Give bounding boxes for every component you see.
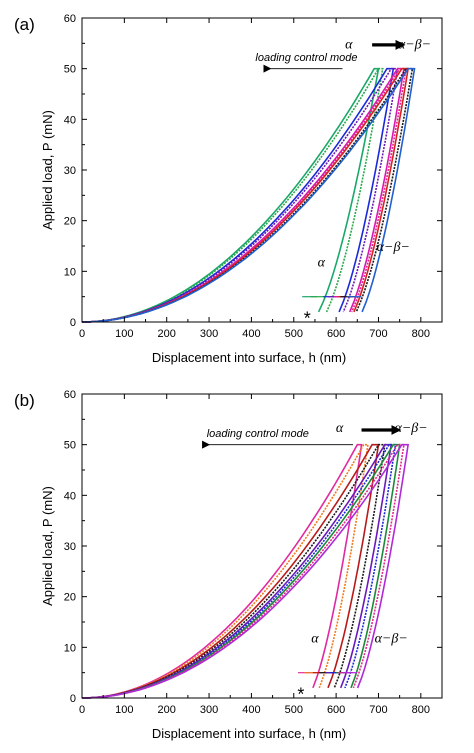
- x-tick-label: 600: [327, 704, 345, 716]
- series-line: [81, 67, 384, 323]
- loading-mode-label: loading control mode: [207, 428, 309, 440]
- unload-alpha-label: α: [311, 631, 319, 646]
- star-marker: *: [297, 685, 304, 705]
- y-tick-label: 20: [64, 592, 76, 604]
- transition-to-label: α−β−: [398, 37, 431, 52]
- y-tick-label: 0: [70, 693, 76, 705]
- series-line: [81, 443, 397, 699]
- x-tick-label: 600: [327, 328, 345, 340]
- y-tick-label: 50: [64, 64, 76, 76]
- transition-to-label: α−β−: [394, 421, 427, 436]
- series-line: [81, 443, 386, 699]
- series-line: [81, 443, 380, 699]
- y-tick-label: 30: [64, 541, 76, 553]
- x-tick-label: 800: [412, 328, 430, 340]
- series-line: [81, 67, 380, 323]
- series-line: [81, 443, 401, 699]
- x-tick-label: 800: [412, 704, 430, 716]
- x-tick-label: 300: [200, 328, 218, 340]
- y-tick-label: 10: [64, 642, 76, 654]
- x-tick-label: 400: [242, 328, 260, 340]
- star-marker: *: [304, 309, 311, 329]
- panel-label: (b): [14, 391, 35, 410]
- y-tick-label: 60: [64, 389, 76, 401]
- series-line: [81, 67, 399, 323]
- x-tick-label: 700: [369, 704, 387, 716]
- x-axis-title: Displacement into surface, h (nm): [152, 350, 346, 365]
- panel-b: (b) Applied load, P (mN) Displacement in…: [14, 389, 443, 741]
- unload-alpha-beta-label: α−β−: [377, 240, 410, 255]
- x-tick-label: 700: [369, 328, 387, 340]
- transition-from-label: α: [336, 421, 344, 436]
- y-tick-label: 50: [64, 440, 76, 452]
- y-tick-label: 0: [70, 317, 76, 329]
- x-tick-label: 0: [79, 704, 85, 716]
- x-tick-label: 500: [285, 328, 303, 340]
- series-line: [81, 443, 363, 699]
- y-axis-title: Applied load, P (mN): [40, 110, 55, 230]
- series-line: [81, 443, 369, 699]
- series-line: [81, 443, 410, 699]
- x-tick-label: 400: [242, 704, 260, 716]
- curves: [81, 443, 410, 699]
- panel-label: (a): [14, 15, 35, 34]
- y-tick-label: 40: [64, 490, 76, 502]
- series-line: [81, 443, 393, 699]
- series-line: [81, 67, 416, 323]
- x-tick-label: 300: [200, 704, 218, 716]
- panel-a: (a) Applied load, P (mN) Displacement in…: [14, 13, 443, 365]
- x-tick-label: 100: [115, 704, 133, 716]
- x-tick-label: 0: [79, 328, 85, 340]
- curves: [81, 67, 416, 323]
- x-tick-label: 200: [158, 704, 176, 716]
- x-tick-label: 500: [285, 704, 303, 716]
- x-axis-title: Displacement into surface, h (nm): [152, 726, 346, 741]
- y-tick-label: 40: [64, 114, 76, 126]
- y-tick-label: 10: [64, 266, 76, 278]
- series-line: [81, 67, 407, 323]
- x-tick-label: 100: [115, 328, 133, 340]
- y-tick-label: 60: [64, 13, 76, 25]
- unload-alpha-label: α: [318, 255, 326, 270]
- series-line: [81, 67, 395, 323]
- loading-mode-label: loading control mode: [255, 52, 357, 64]
- y-tick-label: 30: [64, 165, 76, 177]
- x-tick-label: 200: [158, 328, 176, 340]
- y-axis-title: Applied load, P (mN): [40, 486, 55, 606]
- y-tick-label: 20: [64, 216, 76, 228]
- unload-alpha-beta-label: α−β−: [375, 631, 408, 646]
- transition-from-label: α: [345, 37, 353, 52]
